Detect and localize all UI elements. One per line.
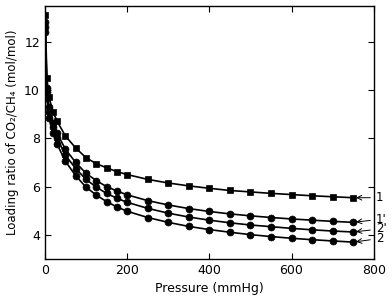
Text: 1': 1' — [357, 213, 387, 226]
Text: 1: 1 — [357, 191, 383, 204]
Text: 2: 2 — [357, 232, 383, 245]
Y-axis label: Loading ratio of CO₂/CH₄ (mol/mol): Loading ratio of CO₂/CH₄ (mol/mol) — [5, 29, 18, 235]
Text: 2': 2' — [357, 222, 387, 235]
X-axis label: Pressure (mmHg): Pressure (mmHg) — [155, 282, 264, 296]
